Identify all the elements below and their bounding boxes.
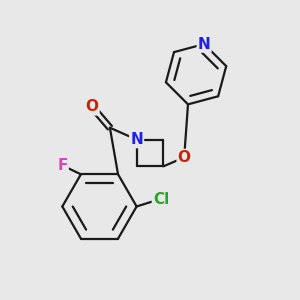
Text: N: N	[130, 132, 143, 147]
Text: N: N	[198, 37, 211, 52]
Text: F: F	[57, 158, 68, 173]
Text: Cl: Cl	[153, 191, 169, 206]
Text: O: O	[178, 150, 191, 165]
Text: O: O	[85, 99, 98, 114]
